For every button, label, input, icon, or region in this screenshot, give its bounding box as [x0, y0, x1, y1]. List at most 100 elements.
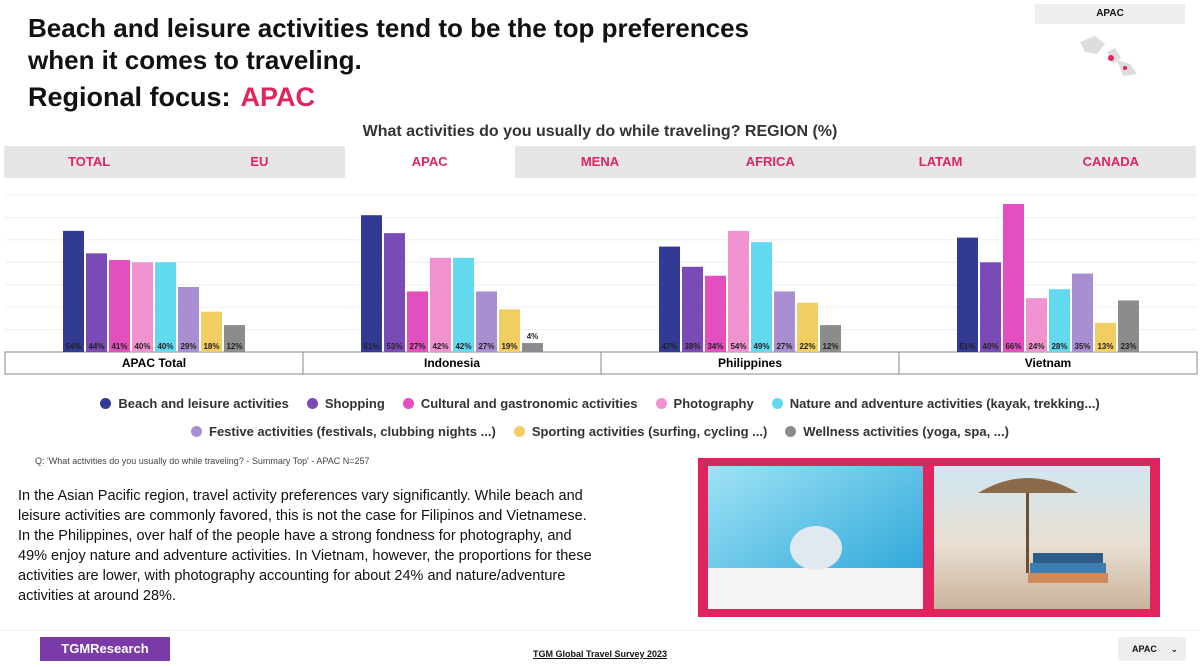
value-label: 27%: [776, 342, 792, 351]
value-label: 51%: [959, 342, 975, 351]
value-label: 54%: [65, 342, 81, 351]
tab[interactable]: MENA: [580, 154, 620, 169]
legend-swatch: [513, 426, 525, 437]
legend-item: Cultural and gastronomic activities: [402, 396, 638, 411]
bar: [453, 257, 474, 352]
divider: [0, 630, 1200, 631]
focus-region: APAC: [240, 82, 316, 112]
bar: [797, 302, 818, 352]
bar: [1072, 273, 1093, 352]
value-label: 27%: [409, 342, 425, 351]
value-label: 29%: [180, 342, 196, 351]
tab[interactable]: EU: [250, 154, 269, 169]
legend-swatch: [306, 398, 318, 409]
bar: [224, 325, 245, 352]
photos: [708, 466, 1150, 609]
legend-label: Cultural and gastronomic activities: [420, 396, 638, 411]
bar: [361, 215, 382, 352]
legend-item: Nature and adventure activities (kayak, …: [771, 396, 1100, 411]
tab[interactable]: APAC: [344, 146, 515, 178]
value-label: 42%: [455, 342, 471, 351]
legend-item: Shopping: [306, 396, 385, 411]
region-box: APAC: [1035, 4, 1185, 24]
value-label: 13%: [1097, 342, 1113, 351]
value-label: 38%: [684, 342, 700, 351]
value-label: 41%: [111, 342, 127, 351]
legend: Beach and leisure activities Shopping Cult…: [0, 396, 1200, 411]
paragraph-line: activities are lower, with photography a…: [18, 568, 566, 584]
headline-line: Beach and leisure activities tend to be …: [28, 13, 749, 43]
bar: [476, 291, 497, 352]
bar: [63, 230, 84, 352]
bar: [407, 291, 428, 352]
bar: [430, 257, 451, 352]
value-label: 40%: [134, 342, 150, 351]
x-tick-label: Philippines: [718, 356, 782, 370]
legend-item: Wellness activities (yoga, spa, ...): [785, 424, 1009, 439]
x-tick-label: Vietnam: [1025, 356, 1071, 370]
value-label: 27%: [478, 342, 494, 351]
legend-swatch: [771, 398, 783, 409]
legend-label: Nature and adventure activities (kayak, …: [789, 396, 1100, 411]
bar: [751, 242, 772, 352]
bar: [86, 253, 107, 352]
value-label: 19%: [501, 342, 517, 351]
bar: [522, 343, 543, 352]
legend-item: Beach and leisure activities: [100, 396, 289, 411]
paragraph-line: activities at around 28%.: [18, 588, 176, 604]
headline-line: when it comes to traveling.: [28, 45, 362, 75]
value-label: 61%: [363, 342, 379, 351]
tab[interactable]: AFRICA: [745, 154, 795, 169]
value-label: 12%: [226, 342, 242, 351]
chart-title: What activities do you usually do while …: [362, 123, 838, 140]
dropdown-value: APAC: [1132, 644, 1157, 654]
legend-swatch: [655, 398, 667, 409]
chart: APAC Total 54% 44% 41% 40% 40% 29% 18% 12% Indone…: [4, 194, 1198, 375]
legend-label: Festive activities (festivals, clubbing …: [209, 424, 496, 439]
region-map: [1080, 36, 1137, 76]
legend-label: Beach and leisure activities: [118, 396, 289, 411]
survey-link[interactable]: TGM Global Travel Survey 2023: [532, 649, 668, 659]
legend-swatch: [402, 398, 414, 409]
category-cell: [898, 351, 1198, 375]
value-label: 40%: [982, 342, 998, 351]
tab[interactable]: TOTAL: [68, 154, 111, 169]
value-label: 23%: [1120, 342, 1136, 351]
paragraph-line: leisure activities are commonly favored,…: [18, 508, 587, 524]
value-label: 53%: [386, 342, 402, 351]
value-label: 4%: [527, 332, 539, 341]
legend-swatch: [191, 426, 203, 437]
legend-item: Festive activities (festivals, clubbing …: [191, 424, 496, 439]
bar: [820, 325, 841, 352]
legend-swatch: [100, 398, 112, 409]
value-label: 42%: [432, 342, 448, 351]
value-label: 47%: [661, 342, 677, 351]
bar: [384, 233, 405, 352]
bar: [178, 286, 199, 352]
value-label: 34%: [707, 342, 723, 351]
tab[interactable]: CANADA: [1082, 154, 1139, 169]
legend: Festive activities (festivals, clubbing …: [0, 424, 1200, 439]
x-tick-label: Indonesia: [424, 356, 480, 370]
value-label: 12%: [822, 342, 838, 351]
bar: [1003, 203, 1024, 352]
x-tick-label: APAC Total: [122, 356, 186, 370]
bar: [132, 262, 153, 352]
value-label: 24%: [1028, 342, 1044, 351]
region-dropdown[interactable]: APAC ⌄: [1118, 637, 1186, 661]
tab-bar: TOTAL EU APAC MENA AFRICA LATAM CANADA: [4, 146, 1196, 178]
paragraph-line: In the Asian Pacific region, travel acti…: [18, 488, 583, 504]
bar: [659, 246, 680, 352]
bar: [774, 291, 795, 352]
legend-label: Wellness activities (yoga, spa, ...): [803, 424, 1009, 439]
bar: [705, 275, 726, 352]
legend-item: Photography: [655, 396, 754, 411]
paragraph-line: 49% enjoy nature and adventure activitie…: [18, 548, 592, 564]
bar: [201, 311, 222, 352]
value-label: 54%: [730, 342, 746, 351]
bar: [1026, 298, 1047, 352]
bar: [1049, 289, 1070, 352]
bar: [499, 309, 520, 352]
tab[interactable]: LATAM: [918, 154, 963, 169]
